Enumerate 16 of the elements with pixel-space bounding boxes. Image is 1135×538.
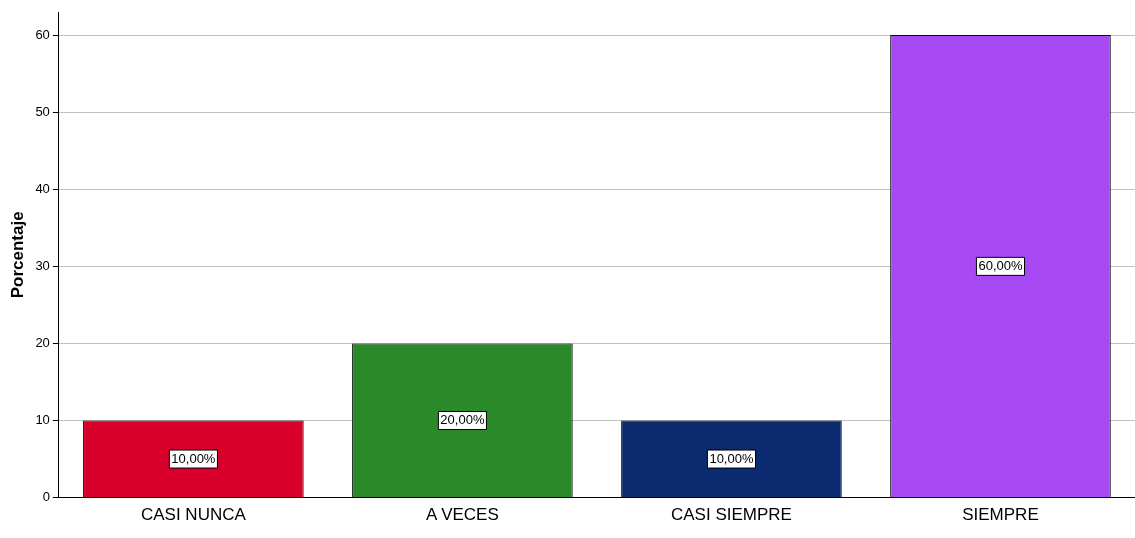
y-tick-label: 50 [35,103,50,119]
y-tick-label: 60 [35,26,50,42]
y-axis-title: Porcentaje [7,211,27,299]
data-label: 10,00% [171,450,216,466]
y-tick-label: 40 [35,180,50,196]
y-tick-label: 30 [35,257,50,273]
data-label: 20,00% [440,412,485,428]
y-tick-label: 10 [35,412,50,428]
y-tick-label: 20 [35,335,50,351]
x-tick-label: SIEMPRE [962,505,1039,525]
data-label: 60,00% [978,257,1023,273]
x-tick-label: CASI SIEMPRE [670,505,792,525]
y-tick-label: 0 [42,489,50,505]
x-tick-label: A VECES [426,505,499,525]
x-tick-label: CASI NUNCA [140,505,247,525]
data-label: 10,00% [709,450,754,466]
